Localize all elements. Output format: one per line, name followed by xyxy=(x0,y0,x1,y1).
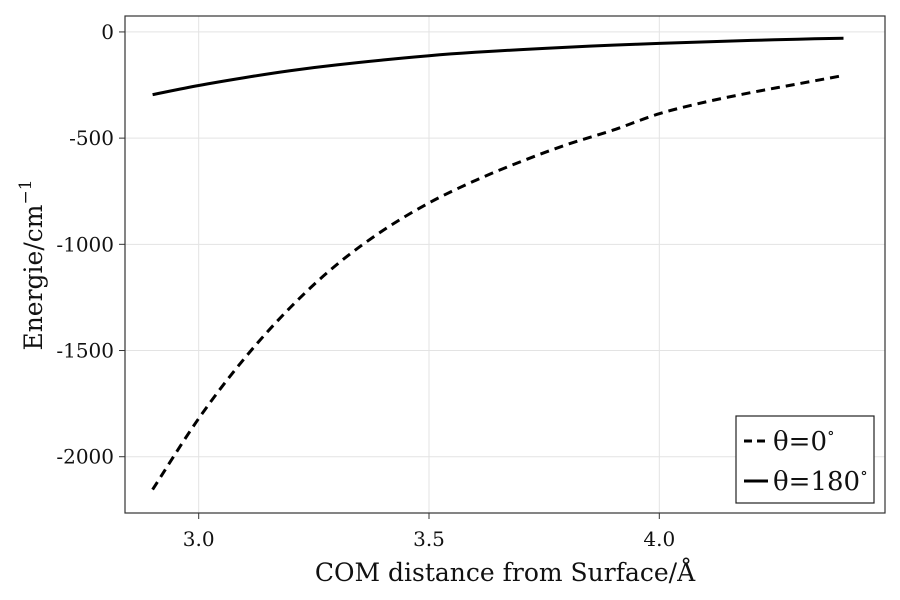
series-line-theta-180 xyxy=(152,36,844,97)
legend-label-theta-180-main: θ=180 xyxy=(773,467,860,497)
y-tick-label: -1000 xyxy=(56,232,114,256)
y-axis-title-superscript: −1 xyxy=(16,179,36,204)
y-axis-title: Energie/cm−1 xyxy=(16,179,48,350)
plot-frame xyxy=(124,15,886,514)
legend-box xyxy=(735,415,875,504)
series-layer xyxy=(151,36,844,491)
y-tick-label: -1500 xyxy=(56,339,114,363)
legend-label-theta-180: θ=180∘ xyxy=(773,463,868,497)
x-tick-label: 3.5 xyxy=(413,527,445,551)
legend-label-theta-180-sup: ∘ xyxy=(860,463,868,482)
legend-label-theta-0-main: θ=0 xyxy=(773,427,827,457)
x-tick-label: 3.0 xyxy=(183,527,215,551)
y-axis-ticks: 0 -500 -1000 -1500 -2000 xyxy=(56,20,125,469)
legend-label-theta-0-sup: ∘ xyxy=(827,423,835,442)
x-tick-label: 4.0 xyxy=(643,527,675,551)
legend-label-theta-0: θ=0∘ xyxy=(773,423,835,457)
x-axis-title: COM distance from Surface/Å xyxy=(315,557,696,587)
y-tick-label: -2000 xyxy=(56,445,114,469)
y-axis-title-main: Energie/cm xyxy=(19,204,48,350)
series-line-theta-0 xyxy=(151,74,844,491)
x-axis-ticks: 3.0 3.5 4.0 xyxy=(183,513,675,551)
y-tick-label: 0 xyxy=(101,20,114,44)
legend: θ=0∘ θ=180∘ xyxy=(735,415,875,504)
y-tick-label: -500 xyxy=(69,126,114,150)
